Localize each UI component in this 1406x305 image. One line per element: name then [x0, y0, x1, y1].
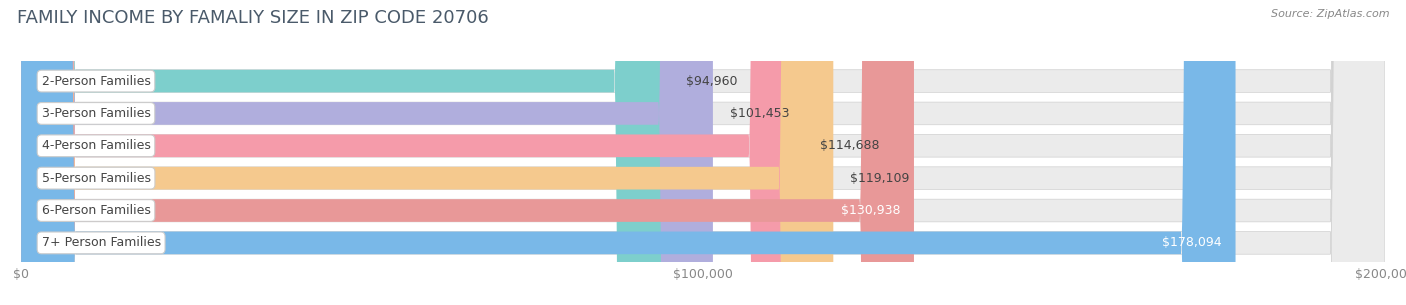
- Text: $94,960: $94,960: [686, 74, 737, 88]
- FancyBboxPatch shape: [21, 0, 914, 305]
- FancyBboxPatch shape: [21, 0, 1385, 305]
- Text: 3-Person Families: 3-Person Families: [42, 107, 150, 120]
- FancyBboxPatch shape: [21, 0, 713, 305]
- Text: $114,688: $114,688: [820, 139, 880, 152]
- Text: 7+ Person Families: 7+ Person Families: [42, 236, 160, 249]
- Text: FAMILY INCOME BY FAMALIY SIZE IN ZIP CODE 20706: FAMILY INCOME BY FAMALIY SIZE IN ZIP COD…: [17, 9, 489, 27]
- Text: $119,109: $119,109: [851, 172, 910, 185]
- Text: $178,094: $178,094: [1163, 236, 1222, 249]
- FancyBboxPatch shape: [21, 0, 1236, 305]
- FancyBboxPatch shape: [21, 0, 669, 305]
- Text: 6-Person Families: 6-Person Families: [42, 204, 150, 217]
- Text: Source: ZipAtlas.com: Source: ZipAtlas.com: [1271, 9, 1389, 19]
- FancyBboxPatch shape: [21, 0, 834, 305]
- FancyBboxPatch shape: [21, 0, 1385, 305]
- Text: 4-Person Families: 4-Person Families: [42, 139, 150, 152]
- FancyBboxPatch shape: [21, 0, 803, 305]
- Text: $101,453: $101,453: [730, 107, 789, 120]
- FancyBboxPatch shape: [21, 0, 1385, 305]
- FancyBboxPatch shape: [21, 0, 1385, 305]
- Text: 5-Person Families: 5-Person Families: [42, 172, 150, 185]
- FancyBboxPatch shape: [21, 0, 1385, 305]
- FancyBboxPatch shape: [21, 0, 1385, 305]
- Text: 2-Person Families: 2-Person Families: [42, 74, 150, 88]
- Text: $130,938: $130,938: [841, 204, 900, 217]
